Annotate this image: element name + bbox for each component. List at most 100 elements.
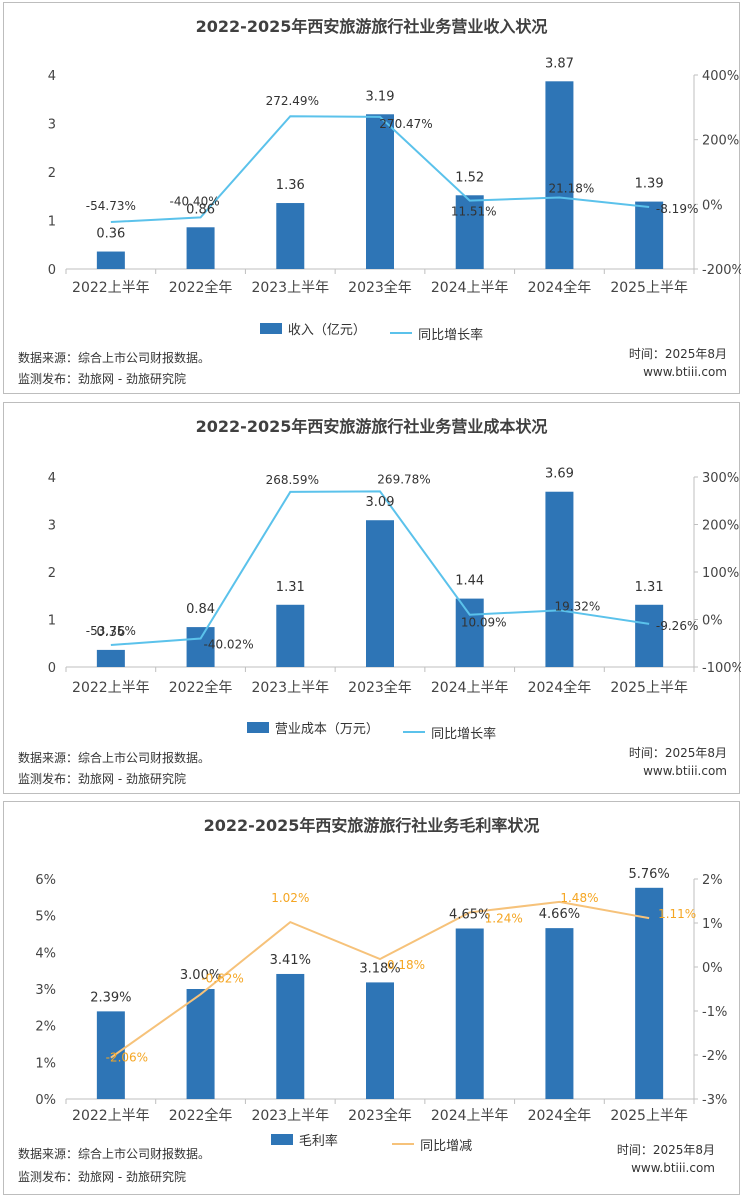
category-label: 2025上半年: [610, 680, 688, 696]
category-label: 2025上半年: [610, 1108, 688, 1124]
left-axis-tick: 1: [48, 215, 56, 230]
category-label: 2024全年: [528, 1107, 592, 1124]
right-axis-tick: 200%: [702, 519, 739, 534]
bar-value-label: 1.39: [635, 177, 664, 192]
bar-value-label: 2.39%: [90, 990, 131, 1005]
margin-chart-plot: 0% 1% 2% 3% 4% 5% 6% -3% -2% -1% 0% 1% 2% 2.39% 3.00% 3…: [35, 867, 727, 1124]
legend-item-bar: 毛利率: [270, 1130, 338, 1149]
bar: [366, 982, 394, 1099]
legend-line-label: 同比增长率: [418, 327, 484, 343]
left-axis-tick: 2%: [35, 1020, 56, 1035]
publisher: 监测发布：劲旅网 - 劲旅研究院: [18, 1170, 186, 1184]
category-label: 2022全年: [169, 279, 233, 296]
left-axis-tick: 3: [48, 118, 56, 133]
left-axis-tick: 4%: [35, 946, 56, 961]
bar-value-label: 0.36: [96, 227, 125, 242]
right-axis-tick: 0%: [702, 198, 723, 213]
line-value-label: 1.11%: [658, 907, 696, 921]
line-value-label: 19.32%: [555, 599, 601, 613]
line-value-label: 1.48%: [560, 891, 598, 905]
bar-value-label: 0.84: [186, 602, 215, 617]
bar: [366, 114, 394, 269]
category-label: 2022全年: [169, 679, 233, 696]
category-label: 2024上半年: [431, 1108, 509, 1124]
left-axis-tick: 3%: [35, 983, 56, 998]
legend-line-swatch: [390, 332, 413, 334]
growth-line: [110, 115, 650, 224]
line-value-label: 1.02%: [271, 891, 309, 905]
legend-line-label: 同比增长率: [431, 726, 497, 742]
bar: [276, 973, 305, 1099]
line-value-label: 21.18%: [549, 181, 595, 195]
legend-item-bar: 营业成本（万元）: [246, 718, 379, 737]
right-axis-tick: 0%: [702, 961, 723, 976]
bar-value-label: 4.65%: [449, 908, 490, 923]
legend-bar-swatch: [246, 722, 269, 733]
publisher: 监测发布：劲旅网 - 劲旅研究院: [18, 372, 186, 386]
legend-line-label: 同比增减: [420, 1138, 473, 1154]
legend-bar-label: 营业成本（万元）: [274, 722, 379, 737]
bar-value-label: 3.18%: [359, 961, 400, 976]
category-label: 2024全年: [528, 279, 592, 296]
line-value-label: 270.47%: [379, 117, 432, 131]
right-axis-tick: 400%: [702, 69, 739, 84]
left-axis-tick: 2: [48, 566, 56, 581]
right-axis-tick: -100%: [702, 661, 741, 676]
right-axis-tick: 300%: [702, 471, 739, 486]
bar: [545, 928, 574, 1099]
left-axis-tick: 4: [48, 69, 56, 84]
publish-time: 时间：2025年8月: [628, 347, 727, 361]
category-label: 2022上半年: [72, 280, 150, 296]
right-axis-tick: 2%: [702, 873, 723, 888]
bar: [276, 203, 305, 269]
category-label: 2024上半年: [431, 280, 509, 296]
bar-value-label: 3.19: [366, 89, 395, 104]
left-axis-tick: 4: [48, 471, 56, 486]
bar-value-label: 4.66%: [539, 907, 580, 922]
line-value-label: 1.24%: [485, 911, 523, 925]
legend-bar-swatch: [259, 323, 282, 334]
publisher: 监测发布：劲旅网 - 劲旅研究院: [18, 772, 186, 786]
bar: [186, 989, 215, 1099]
left-axis-tick: 1: [48, 614, 56, 629]
right-axis-tick: -2%: [702, 1049, 727, 1064]
left-axis-tick: 1%: [35, 1056, 56, 1071]
legend-line-swatch: [403, 731, 426, 733]
bar-value-label: 0.86: [186, 202, 215, 217]
category-label: 2025上半年: [610, 280, 688, 296]
legend-bar-label: 收入（亿元）: [287, 323, 366, 338]
legend-item-line: 同比增长率: [403, 723, 496, 742]
category-label: 2023全年: [348, 279, 412, 296]
line-value-label: -2.06%: [106, 1051, 148, 1065]
line-value-label: 10.09%: [461, 616, 507, 630]
bar: [635, 887, 664, 1099]
bar-value-label: 3.69: [545, 467, 574, 482]
legend-bar-label: 毛利率: [298, 1134, 338, 1149]
cost-chart-panel: 2022-2025年西安旅游旅行社业务营业成本状况 0 1 2 3 4 -100% 0% 10…: [3, 402, 741, 794]
right-axis-tick: 1%: [702, 917, 723, 932]
left-axis-tick: 0: [48, 263, 56, 278]
legend-item-line: 同比增长率: [390, 324, 483, 343]
bar: [96, 649, 125, 667]
chart-legend: 收入（亿元） 同比增长率: [4, 319, 739, 343]
bar: [96, 251, 125, 269]
legend-line-swatch: [392, 1143, 415, 1145]
bar: [455, 598, 484, 667]
bar-value-label: 3.00%: [180, 968, 221, 983]
chart-legend: 毛利率 同比增减: [4, 1130, 739, 1154]
category-label: 2023全年: [348, 679, 412, 696]
category-label: 2022上半年: [72, 1108, 150, 1124]
bar: [545, 81, 574, 270]
publish-time: 时间：2025年8月: [616, 1143, 715, 1157]
growth-line: [110, 900, 650, 1059]
category-label: 2023上半年: [251, 1108, 329, 1124]
chart-title: 2022-2025年西安旅游旅行社业务营业成本状况: [195, 417, 548, 436]
bar-value-label: 1.31: [276, 580, 305, 595]
category-label: 2022全年: [169, 1107, 233, 1124]
bar: [545, 491, 574, 667]
line-value-label: -8.19%: [656, 202, 698, 216]
bar-value-label: 5.76%: [628, 867, 669, 882]
category-label: 2023上半年: [251, 280, 329, 296]
data-source: 数据来源：综合上市公司财报数据。: [18, 751, 211, 765]
left-axis-tick: 0: [48, 661, 56, 676]
